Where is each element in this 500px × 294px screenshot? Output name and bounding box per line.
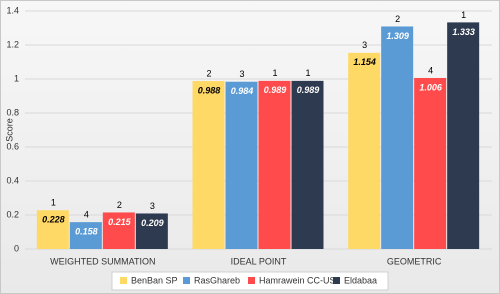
legend-swatch: [333, 277, 340, 284]
x-tick-label: IDEAL POINT: [231, 256, 287, 266]
legend-label: Hamrawein CC-US: [259, 275, 336, 285]
value-label: 0.209: [141, 218, 164, 228]
bar: [291, 80, 324, 250]
value-label: 0.984: [231, 86, 254, 96]
bar: [69, 222, 102, 249]
y-tick-label: 1: [14, 73, 19, 83]
bar: [381, 26, 414, 249]
bar: [447, 22, 480, 249]
value-label: 0.989: [297, 85, 320, 95]
legend-swatch: [183, 277, 190, 284]
value-label: 1.333: [452, 27, 475, 37]
legend-swatch: [248, 277, 255, 284]
rank-label: 3: [150, 201, 155, 211]
value-label: 0.989: [264, 85, 287, 95]
rank-label: 3: [362, 40, 367, 50]
value-label: 0.228: [42, 215, 65, 225]
rank-label: 2: [395, 14, 400, 24]
value-label: 0.158: [75, 227, 98, 237]
y-axis-label: Score: [4, 118, 14, 142]
x-tick-label: WEIGHTED SUMMATION: [50, 256, 155, 266]
rank-label: 2: [206, 68, 211, 78]
bar: [36, 210, 69, 249]
y-tick-label: 0: [14, 243, 19, 253]
bar: [348, 52, 381, 249]
legend-label: Eldabaa: [344, 275, 377, 285]
legend-swatch: [120, 277, 127, 284]
rank-label: 1: [51, 198, 56, 208]
y-tick-label: 1.2: [6, 39, 19, 49]
rank-label: 1: [305, 68, 310, 78]
value-label: 1.154: [353, 57, 376, 67]
bar: [135, 213, 168, 249]
rank-label: 1: [272, 68, 277, 78]
y-tick-label: 0.4: [6, 175, 19, 185]
bar: [102, 212, 135, 249]
bar: [192, 81, 225, 249]
y-tick-label: 0.6: [6, 141, 19, 151]
rank-label: 1: [461, 10, 466, 20]
y-tick-label: 1.4: [6, 5, 19, 15]
y-tick-label: 0.2: [6, 209, 19, 219]
rank-label: 2: [117, 200, 122, 210]
value-label: 1.006: [419, 82, 443, 92]
rank-label: 4: [84, 210, 89, 220]
legend-label: RasGhareb: [194, 275, 240, 285]
x-tick-label: GEOMETRIC: [387, 256, 442, 266]
value-label: 0.215: [108, 217, 132, 227]
value-label: 1.309: [386, 31, 409, 41]
bar: [258, 80, 291, 250]
y-tick-label: 0.8: [6, 107, 19, 117]
bar: [225, 81, 258, 249]
bar: [414, 77, 447, 249]
rank-label: 4: [428, 65, 433, 75]
legend-label: BenBan SP: [131, 275, 178, 285]
value-label: 0.988: [198, 85, 221, 95]
rank-label: 3: [239, 69, 244, 79]
